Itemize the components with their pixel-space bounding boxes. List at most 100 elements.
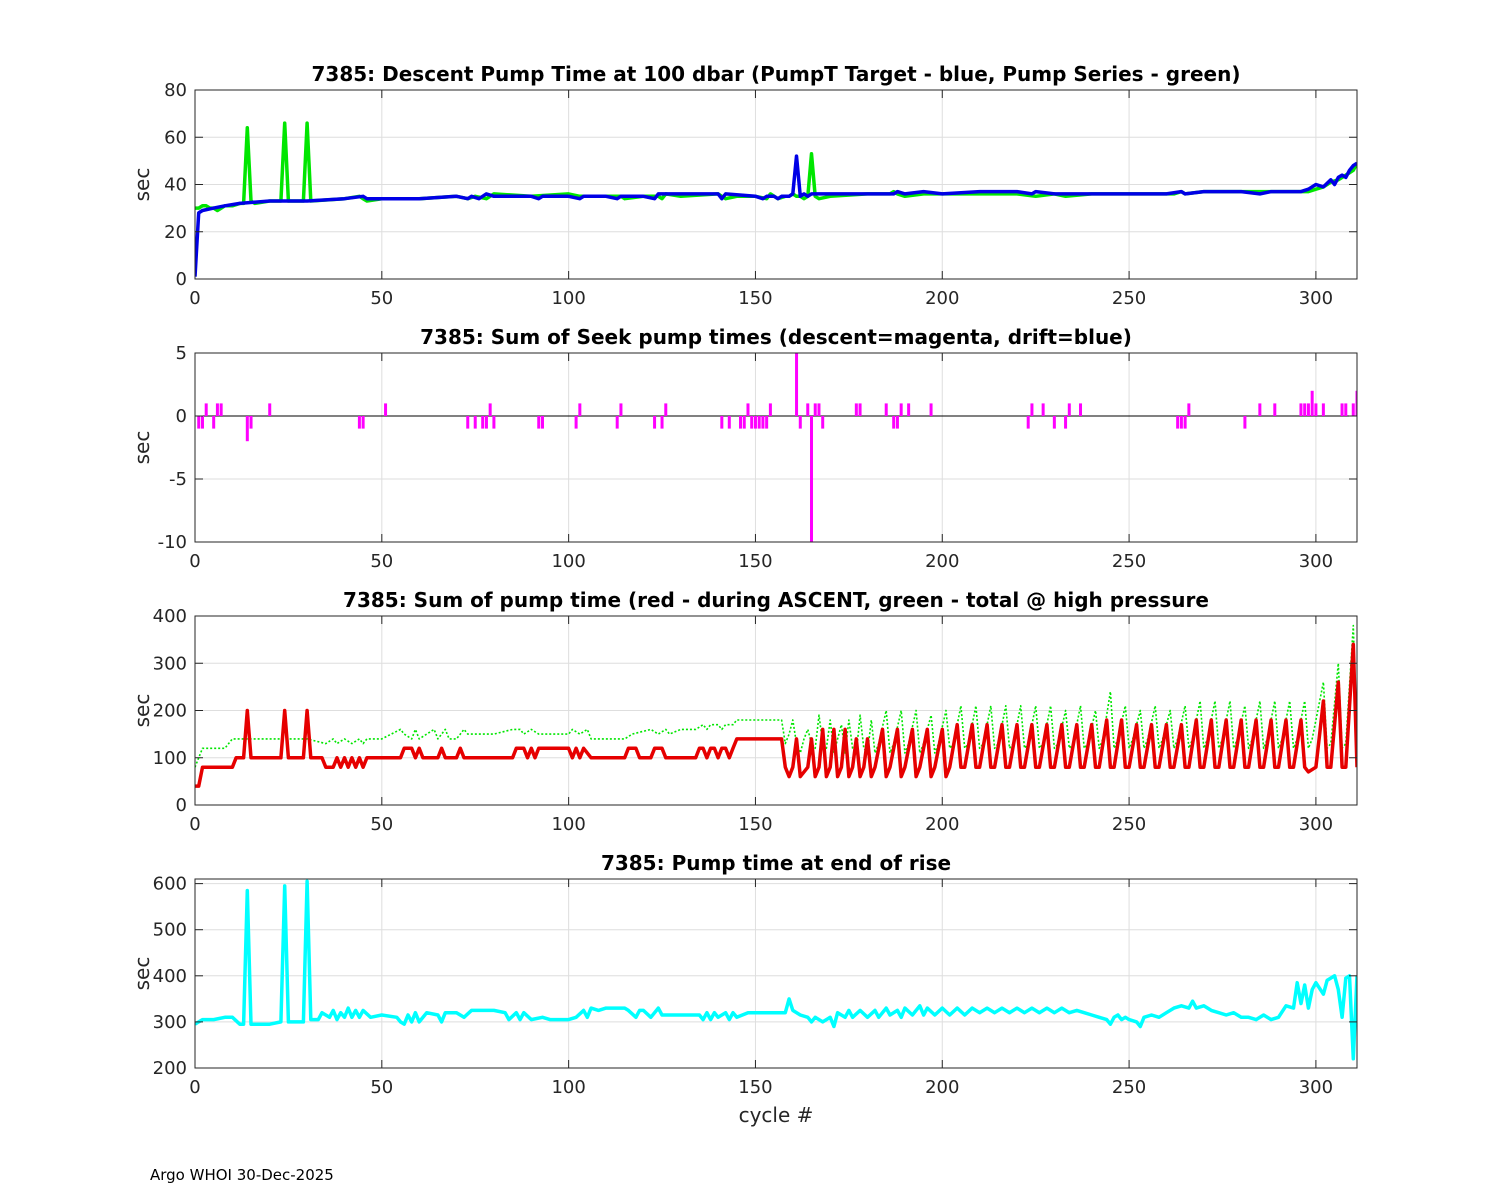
seek-bar	[768, 403, 772, 416]
panel-title: 7385: Sum of pump time (red - during ASC…	[343, 588, 1209, 612]
panel-1: 0 50 100 150 200 250 300 0 20 40 60 80 7385: Descent…	[130, 62, 1358, 309]
seek-bar	[907, 403, 911, 416]
x-tick-label: 250	[1112, 551, 1146, 572]
seek-bar	[1052, 416, 1056, 429]
seek-bar	[746, 403, 750, 416]
seek-bar	[212, 416, 216, 429]
seek-bar	[361, 416, 365, 429]
seek-bar	[899, 403, 903, 416]
y-tick-label: 500	[153, 920, 187, 941]
seek-bar	[1041, 403, 1045, 416]
data-layer	[195, 879, 1357, 1061]
seek-bar	[384, 403, 388, 416]
axes-box	[194, 878, 1358, 1069]
seek-bar	[1026, 416, 1030, 429]
seek-bar	[757, 416, 761, 429]
seek-bar	[929, 403, 933, 416]
x-tick-label: 50	[370, 288, 393, 309]
seek-bar	[578, 403, 582, 416]
seek-bar	[615, 416, 619, 429]
x-tick-label: 0	[189, 551, 200, 572]
seek-bar	[619, 403, 623, 416]
seek-bar	[1340, 403, 1344, 416]
seek-bar	[1303, 403, 1307, 416]
y-axis-label: sec	[130, 431, 154, 465]
x-tick-label: 0	[189, 814, 200, 835]
x-tick-label: 300	[1299, 551, 1333, 572]
seek-bar	[219, 403, 223, 416]
seek-bar	[750, 416, 754, 429]
y-axis-label: sec	[130, 168, 154, 202]
seek-bar	[357, 416, 361, 429]
x-tick-label: 300	[1299, 288, 1333, 309]
seek-bar	[742, 416, 746, 429]
x-tick-label: 50	[370, 814, 393, 835]
y-tick-label: 40	[164, 175, 187, 196]
seek-bar	[858, 403, 862, 416]
seek-bar	[1273, 403, 1277, 416]
seek-bar	[895, 416, 899, 429]
seek-bar	[854, 403, 858, 416]
seek-bar	[884, 403, 888, 416]
seek-bar	[813, 403, 817, 416]
seek-bar	[761, 416, 765, 429]
seek-bar	[653, 416, 657, 429]
series-line-pumpt-target	[195, 154, 1357, 277]
seek-bar	[473, 416, 477, 429]
panel-4: 0 50 100 150 200 250 300 200 300 400 500 600 7385: P…	[130, 851, 1358, 1127]
seek-bar	[798, 416, 802, 429]
x-tick-label: 150	[738, 814, 772, 835]
x-tick-label: 250	[1112, 1077, 1146, 1098]
seek-bar	[821, 416, 825, 429]
y-tick-label: 80	[164, 80, 187, 101]
y-axis-label: sec	[130, 694, 154, 728]
y-tick-label: 400	[153, 606, 187, 627]
seek-bar	[268, 403, 272, 416]
seek-bar	[540, 416, 544, 429]
panel-3: 0 50 100 150 200 250 300 0 100 200 300 400 7385: Sum…	[130, 588, 1358, 835]
y-tick-label: 400	[153, 966, 187, 987]
seek-bar	[1351, 403, 1355, 416]
y-tick-label: 200	[153, 701, 187, 722]
y-tick-label: 60	[164, 127, 187, 148]
seek-bar	[245, 416, 249, 442]
y-tick-label: -5	[169, 469, 187, 490]
seek-bar	[795, 353, 799, 416]
seek-bar	[481, 416, 485, 429]
x-tick-label: 250	[1112, 814, 1146, 835]
seek-bar	[1314, 403, 1318, 416]
footer-credit: Argo WHOI 30-Dec-2025	[150, 1166, 334, 1184]
x-tick-label: 250	[1112, 288, 1146, 309]
panel-title: 7385: Pump time at end of rise	[601, 851, 951, 875]
y-tick-label: 20	[164, 222, 187, 243]
seek-bar	[892, 416, 896, 429]
seek-bar	[1064, 416, 1068, 429]
seek-bar	[1179, 416, 1183, 429]
seek-bar	[215, 403, 219, 416]
panel-2: 0 50 100 150 200 250 300 -10 -5 0 5 7385: Sum of Se…	[130, 325, 1358, 572]
x-tick-label: 150	[738, 551, 772, 572]
axes-box	[194, 352, 1358, 543]
seek-bar	[739, 416, 743, 429]
y-tick-label: 600	[153, 874, 187, 895]
seek-bar	[1310, 390, 1314, 416]
seek-bar	[1344, 403, 1348, 416]
seek-bar	[1299, 403, 1303, 416]
y-tick-label: 300	[153, 653, 187, 674]
x-tick-label: 0	[189, 1077, 200, 1098]
panel-title: 7385: Descent Pump Time at 100 dbar (Pum…	[312, 62, 1241, 86]
x-tick-label: 150	[738, 288, 772, 309]
x-tick-label: 200	[925, 1077, 959, 1098]
seek-bar	[1176, 416, 1180, 429]
x-tick-label: 50	[370, 1077, 393, 1098]
seek-bar	[1187, 403, 1191, 416]
y-tick-label: 200	[153, 1058, 187, 1079]
x-axis-label: cycle #	[739, 1103, 814, 1127]
x-tick-label: 0	[189, 288, 200, 309]
seek-bar	[1079, 403, 1083, 416]
seek-bar	[753, 416, 757, 429]
plot-area	[195, 353, 1357, 542]
seek-bar	[484, 416, 488, 429]
seek-bar	[574, 416, 578, 429]
